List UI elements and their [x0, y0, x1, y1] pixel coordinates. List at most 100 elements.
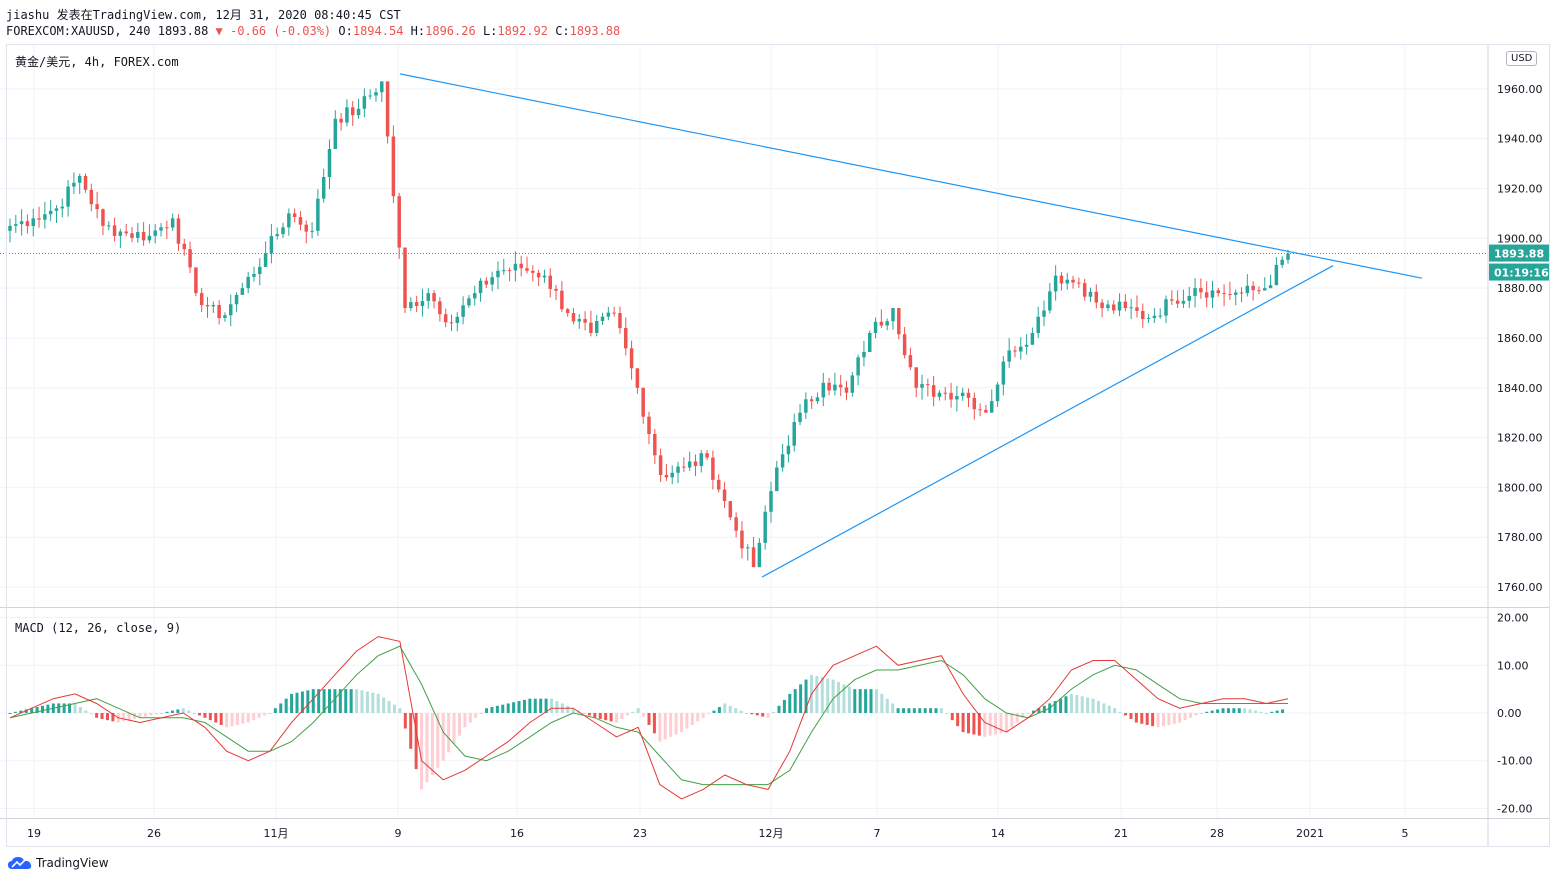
macd-histogram-bar	[864, 689, 868, 713]
x-tick-label: 2021	[1296, 827, 1324, 840]
macd-histogram-bar	[8, 713, 12, 714]
candle-body-up	[1088, 291, 1093, 297]
candle-body-up	[868, 332, 872, 352]
candle-body-up	[577, 319, 582, 322]
last-price: 1893.88	[157, 24, 209, 38]
candle-body-up	[333, 118, 338, 150]
macd-histogram-bar	[1107, 705, 1111, 713]
candle-body-up	[1268, 285, 1273, 289]
macd-histogram-bar	[663, 713, 667, 740]
candle-body-down	[624, 328, 628, 349]
macd-histogram-bar	[414, 713, 418, 770]
macd-tick-label: -10.00	[1497, 755, 1532, 768]
macd-histogram-bar	[967, 713, 970, 734]
candle-body-down	[205, 305, 210, 307]
candle-body-down	[658, 455, 663, 475]
macd-histogram-bar	[1118, 711, 1122, 713]
candle-body-down	[1094, 291, 1099, 303]
candle-body-down	[565, 309, 570, 314]
macd-pane	[8, 636, 1289, 800]
macd-histogram-bar	[338, 689, 342, 713]
y-tick-label: 1860.00	[1497, 332, 1543, 345]
candle-body-up	[594, 320, 599, 333]
candle-body-up	[316, 198, 320, 231]
candle-body-up	[461, 305, 465, 317]
macd-histogram-bar	[208, 713, 212, 721]
candle-body-down	[548, 275, 552, 289]
candle-body-up	[1286, 253, 1290, 260]
macd-histogram-bar	[306, 690, 310, 713]
macd-histogram-bar	[869, 689, 873, 713]
candle-body-down	[1204, 292, 1209, 298]
macd-histogram-bar	[555, 701, 559, 713]
down-arrow-icon: ▼	[215, 24, 223, 38]
macd-histogram-bar	[994, 713, 998, 735]
candle-body-up	[269, 236, 274, 254]
macd-histogram-bar	[847, 686, 851, 713]
candle-body-down	[664, 474, 669, 478]
trendline-upper	[399, 73, 1423, 279]
macd-histogram-bar	[934, 708, 938, 713]
macd-histogram-bar	[127, 713, 131, 721]
candle-body-up	[287, 213, 291, 228]
macd-histogram-bar	[701, 713, 705, 718]
macd-histogram-bar	[988, 713, 992, 736]
candle-body-down	[1216, 290, 1221, 294]
currency-button[interactable]: USD	[1506, 51, 1538, 66]
macd-histogram-bar	[1134, 713, 1138, 723]
macd-histogram-bar	[24, 709, 28, 713]
x-tick-label: 5	[1402, 827, 1409, 840]
candle-body-down	[438, 301, 442, 315]
macd-histogram-bar	[1004, 713, 1008, 733]
candle-body-down	[693, 461, 698, 467]
macd-histogram-bar	[1210, 710, 1214, 713]
macd-histogram-bar	[398, 708, 402, 713]
macd-histogram-bar	[214, 713, 218, 723]
macd-histogram-bar	[506, 703, 510, 713]
candle-body-up	[862, 351, 866, 358]
candle-body-down	[902, 334, 907, 356]
macd-histogram-bar	[355, 689, 359, 713]
candle-body-up	[676, 466, 680, 473]
macd-histogram-bar	[566, 705, 570, 713]
macd-histogram-bar	[457, 713, 461, 736]
close-value: 1893.88	[569, 24, 621, 38]
high-value: 1896.26	[425, 24, 476, 38]
candle-body-up	[1007, 350, 1011, 362]
macd-histogram-bar	[604, 713, 608, 721]
macd-histogram-bar	[474, 713, 478, 718]
macd-histogram-bar	[78, 707, 82, 713]
candle-body-down	[95, 204, 99, 210]
macd-histogram-bar	[642, 713, 646, 717]
macd-histogram-bar	[181, 708, 185, 713]
candle-body-up	[147, 235, 152, 241]
macd-histogram-bar	[593, 713, 597, 718]
candle-body-up	[850, 375, 855, 393]
macd-line	[9, 636, 1289, 800]
macd-histogram-bar	[122, 713, 126, 722]
macd-histogram-bar	[133, 713, 137, 719]
candle-body-down	[653, 434, 657, 456]
macd-histogram-bar	[441, 713, 445, 761]
candle-body-up	[1187, 295, 1191, 301]
candle-body-down	[25, 221, 30, 226]
candle-body-up	[118, 231, 123, 236]
candle-body-up	[769, 491, 773, 512]
candle-body-up	[211, 304, 216, 307]
y-tick-label: 1960.00	[1497, 83, 1543, 96]
candle-body-up	[995, 384, 1000, 402]
candle-body-down	[931, 385, 936, 397]
macd-histogram-bar	[89, 713, 93, 715]
candle-body-down	[165, 227, 169, 229]
macd-histogram-bar	[1031, 710, 1035, 713]
macd-histogram-bar	[430, 713, 434, 776]
candle-body-down	[1082, 283, 1087, 297]
candle-body-down	[1071, 279, 1075, 283]
macd-histogram-bar	[1221, 708, 1225, 713]
macd-histogram-bar	[40, 705, 44, 713]
macd-histogram-bar	[750, 713, 754, 715]
macd-histogram-bar	[772, 711, 776, 713]
macd-histogram-bar	[447, 713, 451, 753]
candle-body-up	[310, 230, 314, 232]
